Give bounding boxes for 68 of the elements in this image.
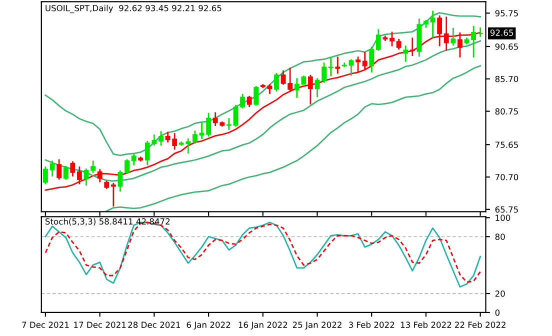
candlestick <box>308 74 313 104</box>
candlestick <box>90 160 96 174</box>
candlestick <box>390 32 394 46</box>
candlestick <box>369 46 374 72</box>
candlestick <box>376 29 381 51</box>
y-tick-label: 80.75 <box>495 108 518 115</box>
y-tick-label: 80 <box>495 234 505 240</box>
candlestick <box>328 57 334 76</box>
candlestick <box>246 96 252 108</box>
x-tick-label: 7 Dec 2021 <box>22 322 69 328</box>
y-tick-label: 0 <box>495 309 500 316</box>
y-tick-label: 75.65 <box>495 142 518 148</box>
y-tick-label: 100 <box>496 214 510 221</box>
candlestick <box>43 166 48 184</box>
x-tick-label: 13 Feb 2022 <box>400 322 452 328</box>
candlestick <box>240 94 245 108</box>
candlestick <box>206 112 212 136</box>
candlestick <box>192 130 198 144</box>
x-tick-label: 17 Dec 2021 <box>74 322 126 328</box>
y-tick-label: 20 <box>495 290 505 297</box>
x-tick-label: 16 Jan 2022 <box>238 322 288 330</box>
candlestick <box>362 52 368 70</box>
candlestick <box>76 166 82 184</box>
candlestick <box>396 38 402 50</box>
annotation: 92.65 <box>490 30 514 36</box>
y-tick-label: 85.70 <box>495 76 518 82</box>
candlestick <box>172 133 178 150</box>
candlestick <box>348 59 354 76</box>
candlestick <box>280 70 286 85</box>
candlestick <box>84 168 89 186</box>
y-tick-label: 90.65 <box>495 43 518 50</box>
candlestick <box>410 38 415 56</box>
candlestick <box>233 105 238 127</box>
y-tick-label: 70.70 <box>495 174 518 180</box>
x-tick-label: 3 Feb 2022 <box>348 322 394 328</box>
x-tick-label: 22 Feb 2022 <box>455 322 506 328</box>
candlestick <box>131 154 136 166</box>
candlestick <box>450 28 456 46</box>
candlestick <box>478 27 483 37</box>
y-tick-label: 65.75 <box>495 206 518 213</box>
candlestick <box>342 62 347 68</box>
candlestick <box>288 68 293 91</box>
chart-title: USOIL_SPT,Daily 92.62 93.45 92.21 92.65 <box>46 4 222 14</box>
candlestick <box>274 72 279 92</box>
x-tick-label: 28 Dec 2021 <box>128 322 180 328</box>
candlestick <box>56 159 62 180</box>
candlestick <box>314 78 320 98</box>
candlestick <box>110 182 116 206</box>
candlestick <box>158 131 164 146</box>
candlestick <box>471 26 476 58</box>
y-tick-label: 95.75 <box>495 10 518 16</box>
candlestick <box>70 161 76 176</box>
line-series <box>106 65 482 212</box>
candlestick <box>50 160 55 176</box>
candlestick <box>430 10 436 38</box>
x-tick-label: 6 Jan 2022 <box>186 322 230 330</box>
candlestick <box>322 62 327 83</box>
candlestick <box>356 56 360 72</box>
candlestick <box>403 45 408 62</box>
candlestick <box>124 159 130 174</box>
candlestick <box>63 166 68 180</box>
candlestick <box>335 56 340 74</box>
x-tick-label: 25 Jan 2022 <box>292 322 342 330</box>
candlestick <box>97 169 102 182</box>
chart-title: Stoch(5,3,3) 58.8411 42.8472 <box>46 218 170 226</box>
candlestick <box>254 86 259 106</box>
candlestick <box>165 132 170 142</box>
candlestick <box>118 170 123 192</box>
